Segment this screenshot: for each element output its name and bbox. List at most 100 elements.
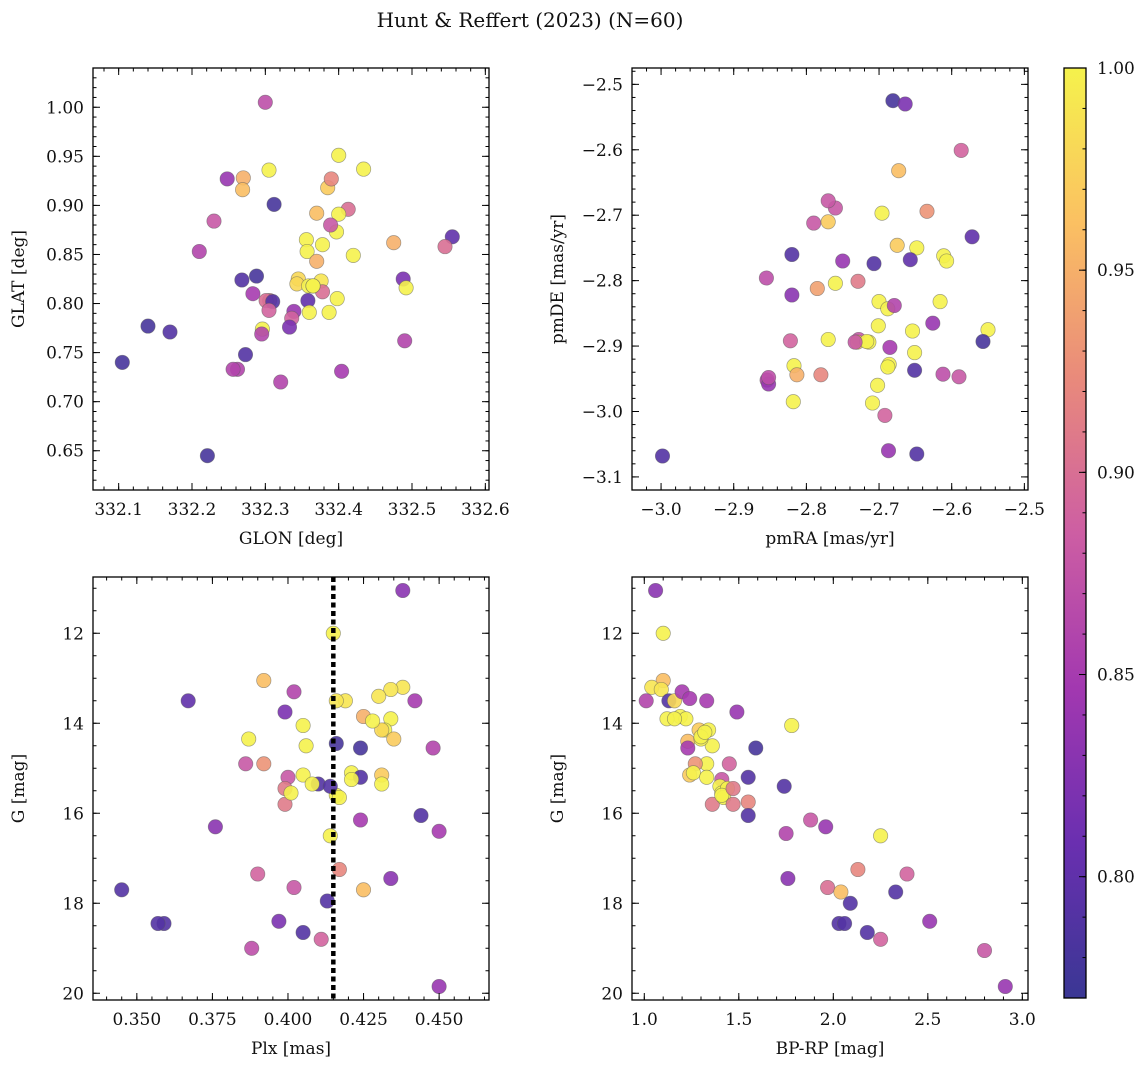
data-point (191, 243, 207, 260)
data-point (238, 756, 254, 772)
x-tick-label: 1.0 (631, 1010, 658, 1030)
x-tick-label: −2.8 (786, 500, 827, 520)
y-tick-label: 16 (62, 804, 84, 824)
panel-pm: −3.0 −2.9 −2.8 −2.7 −2.6 −2.5 −3.1 −3.0 −2.9 −2.8… (548, 67, 1045, 549)
x-axis-label: BP-RP [mag] (776, 1039, 885, 1059)
data-point (352, 740, 369, 756)
data-point (784, 246, 800, 263)
data-point (431, 978, 447, 995)
y-tick-label: 18 (601, 894, 623, 914)
data-point (882, 339, 898, 355)
data-point (150, 915, 166, 932)
data-point (352, 812, 369, 828)
colorbar-frame (1063, 67, 1087, 999)
data-point (721, 756, 737, 772)
data-point (365, 713, 381, 729)
data-point (870, 377, 886, 393)
data-point (266, 196, 282, 212)
data-point (951, 369, 967, 385)
y-tick-label: 12 (601, 624, 623, 644)
data-point (803, 812, 819, 828)
data-point (309, 253, 325, 269)
data-point (925, 315, 941, 331)
data-point (271, 913, 287, 929)
data-point (785, 394, 801, 410)
data-point (899, 866, 915, 882)
data-point (784, 717, 800, 734)
data-point (277, 704, 293, 720)
data-point (847, 334, 863, 350)
x-tick-label: −2.5 (1004, 500, 1045, 520)
y-tick-label: 0.90 (46, 196, 84, 216)
y-tick-label: 18 (62, 894, 84, 914)
data-point (323, 217, 339, 233)
data-point (244, 940, 260, 956)
data-point (704, 738, 720, 754)
x-tick-label: 2.0 (820, 1010, 847, 1030)
data-point (682, 690, 698, 707)
x-axis-label: Plx [mas] (251, 1039, 331, 1059)
data-point (806, 215, 822, 231)
y-tick-label: 16 (601, 804, 623, 824)
scatter-points (114, 94, 460, 464)
data-point (813, 367, 829, 383)
data-point (873, 828, 889, 844)
colorbar-tick-label: 0.85 (1097, 666, 1135, 686)
data-point (864, 395, 881, 411)
y-tick-label: 0.75 (46, 344, 84, 364)
axes-frame (631, 576, 1029, 1001)
data-point (343, 771, 360, 788)
colorbar-tick-label: 1.00 (1097, 59, 1135, 79)
data-point (818, 819, 834, 835)
x-tick-label: 3.0 (1009, 1010, 1036, 1030)
data-point (261, 162, 277, 178)
y-tick-label: 0.80 (46, 295, 84, 315)
x-tick-label: 2.5 (914, 1010, 941, 1030)
data-point (413, 807, 429, 824)
data-point (776, 778, 792, 794)
data-point (257, 94, 273, 110)
data-point (997, 978, 1013, 995)
data-point (758, 270, 774, 286)
data-point (273, 374, 289, 390)
data-point (889, 237, 905, 253)
y-tick-label: −2.5 (582, 75, 623, 95)
data-point (256, 672, 272, 689)
data-point (891, 163, 907, 179)
data-point (256, 756, 272, 772)
data-point (395, 582, 411, 599)
data-point (295, 767, 311, 783)
data-point (286, 879, 302, 896)
y-tick-label: 14 (601, 714, 623, 734)
data-point (241, 731, 257, 747)
axes-frame (631, 67, 1029, 491)
data-point (897, 96, 913, 112)
data-point (909, 446, 925, 462)
data-point (261, 302, 277, 318)
data-point (907, 345, 923, 361)
data-point (740, 769, 756, 785)
data-point (654, 448, 671, 464)
data-point (299, 243, 315, 260)
data-point (964, 229, 980, 245)
data-point (321, 304, 337, 320)
data-point (304, 776, 320, 792)
scatter-points (638, 582, 1013, 995)
data-point (873, 931, 889, 947)
colorbar: 0.80 0.85 0.90 0.95 1.00 (1063, 59, 1135, 999)
data-point (314, 237, 331, 253)
data-point (922, 913, 938, 929)
data-point (888, 884, 904, 900)
y-axis-label: G [mag] (548, 754, 568, 823)
y-tick-label: 0.65 (46, 442, 84, 462)
data-point (140, 318, 156, 334)
scatter-points (654, 93, 996, 464)
data-point (904, 323, 921, 339)
x-tick-label: 1.5 (725, 1010, 752, 1030)
data-point (655, 625, 671, 641)
data-point (301, 304, 317, 320)
data-point (976, 942, 993, 959)
data-point (919, 203, 935, 219)
panel-glon-glat: 332.1 332.2 332.3 332.4 332.5 332.6 0.65 0.70 0.… (9, 67, 510, 549)
data-point (397, 333, 413, 349)
